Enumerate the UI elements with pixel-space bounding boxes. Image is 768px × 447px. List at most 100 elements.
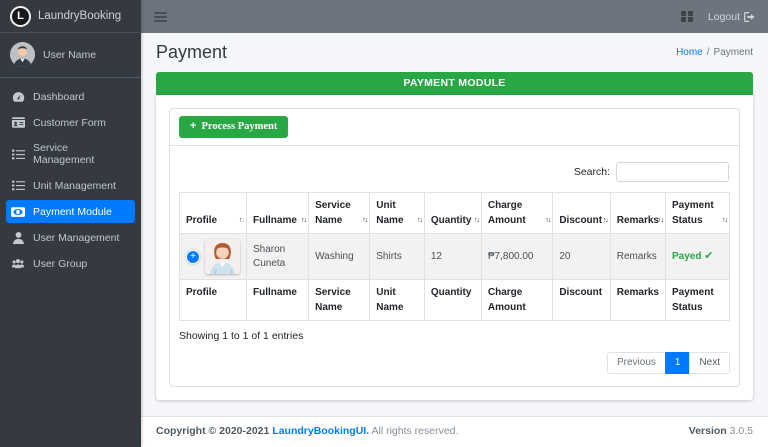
pagination-next-button[interactable]: Next [689,352,730,374]
footer-discount: Discount [552,279,611,321]
logout-label: Logout [707,10,740,23]
breadcrumb: Home / Payment [676,47,753,58]
sidebar-item-label: Service Management [33,142,95,166]
payment-card: + Process Payment Search: Profile ↑↓ [169,108,740,387]
search-row: Search: [180,162,729,182]
sidebar-item-user-management[interactable]: User Management [6,226,135,249]
breadcrumb-separator: / [706,47,710,58]
footer-fullname: Fullname [245,279,310,321]
sort-icon: ↑↓ [362,216,368,224]
column-header-charge-amount[interactable]: Charge Amount ↑↓ [480,192,554,234]
column-header-discount[interactable]: Discount ↑↓ [552,192,611,234]
table-footer-row: Profile Fullname Service Name Unit Name … [179,279,731,321]
column-header-fullname[interactable]: Fullname ↑↓ [245,192,310,234]
grid-menu-icon[interactable] [681,11,693,22]
search-label: Search: [573,166,610,178]
footer-brand-link[interactable]: LaundryBookingUI. [272,425,370,437]
money-icon [11,205,25,218]
column-header-service-name[interactable]: Service Name ↑↓ [308,192,371,234]
footer-quantity: Quantity [423,279,482,321]
payment-status-cell: Payed ✔ [664,233,731,280]
customer-avatar [205,239,240,274]
sidebar-item-label: User Management [33,231,120,244]
version-text: Version 3.0.5 [688,425,753,437]
process-payment-button[interactable]: + Process Payment [179,116,289,138]
discount-cell: 20 [552,233,611,280]
footer-service-name: Service Name [308,279,371,321]
sort-icon: ↑↓ [473,216,480,224]
footer-remarks: Remarks [609,279,666,321]
sidebar-item-dashboard[interactable]: Dashboard [6,85,135,108]
quantity-cell: 12 [423,233,482,280]
top-navbar: Logout [141,0,768,33]
footer-unit-name: Unit Name [369,279,425,321]
main-area: Logout Payment Home / Payment PAYMENT MO… [141,0,768,447]
sidebar-item-label: Dashboard [33,90,85,103]
sidebar-toggle-icon[interactable] [154,11,167,22]
module-body: + Process Payment Search: Profile ↑↓ [156,95,753,400]
sidebar-item-payment-module[interactable]: Payment Module [6,200,135,223]
sidebar-item-label: User Group [33,257,88,270]
search-input[interactable] [616,162,729,182]
column-header-profile[interactable]: Profile ↑↓ [179,192,247,234]
sort-icon: ↑↓ [239,216,245,224]
logout-button[interactable]: Logout [708,11,755,23]
user-panel[interactable]: User Name [0,33,141,78]
page-footer: Copyright © 2020-2021 LaundryBookingUI. … [141,416,768,447]
brand-logo-icon: L [10,5,31,27]
sidebar-item-label: Unit Management [33,179,116,192]
pagination: Previous 1 Next [179,352,730,374]
pagination-previous-button[interactable]: Previous [606,352,666,374]
list-icon [11,179,25,192]
payment-card-body: Search: Profile ↑↓ Fullname ↑↓ Service Nam… [170,146,739,386]
footer-profile: Profile [179,279,247,321]
row-expand-button[interactable]: + [186,249,200,264]
footer-charge-amount: Charge Amount [480,279,554,321]
id-card-icon [11,116,25,129]
sidebar-nav: Dashboard Customer Form Service Manageme… [0,78,141,282]
content-header: Payment Home / Payment [141,33,768,72]
sidebar-item-label: Customer Form [33,116,106,129]
brand[interactable]: L LaundryBooking [0,0,141,33]
user-icon [11,231,25,244]
unit-name-cell: Shirts [369,233,425,280]
sidebar-item-label: Payment Module [33,205,112,218]
sort-icon: ↑↓ [657,216,664,224]
column-header-unit-name[interactable]: Unit Name ↑↓ [369,192,425,234]
sidebar-item-user-group[interactable]: User Group [6,252,135,275]
module-header: PAYMENT MODULE [156,72,753,95]
list-icon [11,148,25,161]
column-header-payment-status[interactable]: Payment Status ↑↓ [664,192,731,234]
column-header-quantity[interactable]: Quantity ↑↓ [423,192,482,234]
copyright-text: Copyright © 2020-2021 LaundryBookingUI. … [156,425,459,437]
sidebar-item-service-management[interactable]: Service Management [6,137,135,171]
user-avatar [10,42,35,67]
pagination-page-1-button[interactable]: 1 [664,352,691,374]
fullname-cell: Sharon Cuneta [245,233,310,280]
payment-table: Profile ↑↓ Fullname ↑↓ Service Name ↑↓ Unit… [179,192,731,321]
charge-amount-cell: ₱7,800.00 [480,233,554,280]
process-payment-label: Process Payment [201,121,278,132]
sidebar: L LaundryBooking User Name Dashboard Cus… [0,0,141,447]
sort-icon: ↑↓ [722,216,728,224]
sort-icon: ↑↓ [545,216,551,224]
sidebar-item-customer-form[interactable]: Customer Form [6,111,135,134]
plus-icon: + [190,120,197,132]
table-header-row: Profile ↑↓ Fullname ↑↓ Service Name ↑↓ Unit… [179,192,731,234]
user-name: User Name [43,48,97,61]
tachometer-icon [11,90,25,103]
brand-title: LaundryBooking [38,10,122,22]
table-row: + Sharon Cuneta Washing Shirts 12 ₱7,80 [179,233,731,280]
breadcrumb-current: Payment [713,47,753,58]
column-header-remarks[interactable]: Remarks ↑↓ [609,192,666,234]
sidebar-item-unit-management[interactable]: Unit Management [6,174,135,197]
sort-icon: ↑↓ [416,216,423,224]
sort-icon: ↑↓ [301,216,307,224]
service-name-cell: Washing [308,233,371,280]
users-icon [11,257,25,270]
payment-card-header: + Process Payment [170,109,739,146]
sign-out-icon [744,11,755,22]
page-title: Payment [156,42,228,62]
breadcrumb-home-link[interactable]: Home [676,47,703,58]
sort-icon: ↑↓ [602,216,609,224]
